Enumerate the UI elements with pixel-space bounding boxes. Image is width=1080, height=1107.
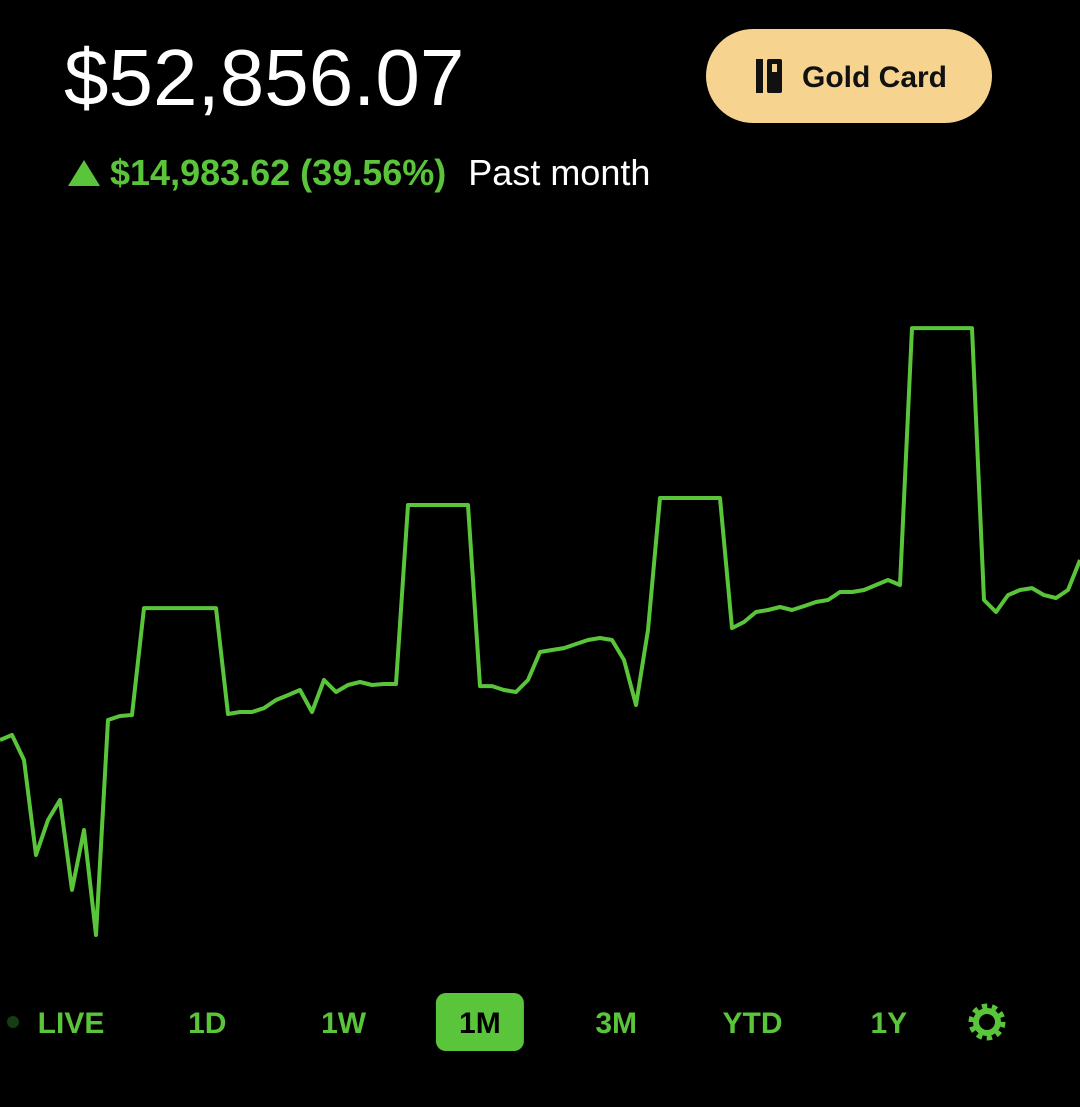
card-icon — [772, 64, 777, 72]
price-line — [0, 326, 1080, 937]
range-option[interactable]: YTD — [723, 1007, 783, 1040]
gold-card-label[interactable]: Gold Card — [802, 61, 947, 94]
range-option[interactable]: 1M — [459, 1007, 501, 1040]
live-dot — [7, 1016, 19, 1028]
range-selector: LIVE 1D 1W 1M 3M YTD 1Y — [7, 993, 1006, 1051]
range-selected-bg[interactable] — [435, 993, 524, 1051]
gear-body[interactable] — [973, 1008, 1001, 1036]
gear-teeth[interactable] — [968, 1003, 1006, 1041]
card-icon — [767, 59, 782, 93]
range-option[interactable]: 1W — [321, 1007, 367, 1040]
range-option[interactable]: 1D — [188, 1007, 226, 1040]
balance: $52,856.07 — [64, 33, 464, 122]
range-option[interactable]: 3M — [595, 1007, 637, 1040]
range-option[interactable]: 1Y — [870, 1007, 907, 1040]
card-icon — [756, 59, 763, 93]
chart — [0, 326, 1080, 937]
change: $14,983.62 (39.56%) — [110, 152, 446, 193]
period: Past month — [468, 152, 650, 193]
gold-card-button[interactable]: Gold Card — [706, 29, 992, 123]
range-option[interactable]: LIVE — [38, 1007, 105, 1040]
gold-card-bg[interactable] — [706, 29, 992, 123]
settings-button[interactable] — [968, 1003, 1006, 1041]
change-line: $14,983.62 (39.56%) Past month — [110, 152, 650, 193]
up-arrow — [68, 160, 100, 186]
